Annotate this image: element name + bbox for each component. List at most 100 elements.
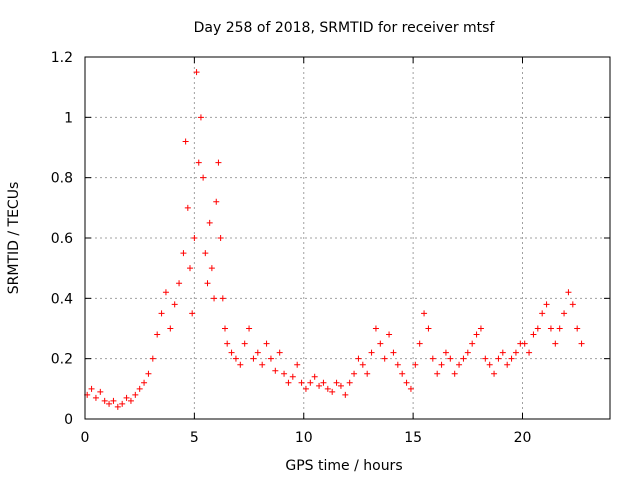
- data-point: [132, 391, 139, 398]
- data-point: [259, 361, 266, 368]
- data-point: [434, 370, 441, 377]
- data-point: [241, 340, 248, 347]
- data-point: [92, 394, 99, 401]
- data-point: [482, 355, 489, 362]
- data-point: [106, 400, 113, 407]
- data-point: [429, 355, 436, 362]
- data-point: [504, 361, 511, 368]
- data-point: [285, 379, 292, 386]
- data-point: [569, 301, 576, 308]
- data-point: [421, 310, 428, 317]
- data-point: [195, 159, 202, 166]
- data-point: [346, 379, 353, 386]
- data-point: [342, 391, 349, 398]
- data-point: [425, 325, 432, 332]
- data-point: [390, 349, 397, 356]
- data-point: [232, 355, 239, 362]
- data-point: [329, 388, 336, 395]
- data-point: [364, 370, 371, 377]
- data-point: [158, 310, 165, 317]
- data-point: [127, 397, 134, 404]
- data-point: [202, 250, 209, 257]
- data-point: [473, 331, 480, 338]
- data-point: [200, 174, 207, 181]
- data-point: [145, 370, 152, 377]
- data-point: [189, 310, 196, 317]
- data-point: [276, 349, 283, 356]
- data-point: [167, 325, 174, 332]
- data-point: [263, 340, 270, 347]
- data-point: [574, 325, 581, 332]
- data-point: [508, 355, 515, 362]
- data-point: [267, 355, 274, 362]
- data-point: [543, 301, 550, 308]
- data-point: [176, 280, 183, 287]
- data-point: [217, 235, 224, 241]
- data-point: [337, 382, 344, 389]
- y-tick-label: 0.8: [51, 171, 73, 187]
- data-point: [281, 370, 288, 377]
- data-point: [246, 325, 253, 332]
- data-point: [197, 114, 204, 121]
- chart-title: Day 258 of 2018, SRMTID for receiver mts…: [194, 20, 496, 36]
- data-point: [359, 361, 366, 368]
- y-axis-label: SRMTID / TECUs: [6, 182, 22, 295]
- data-point: [565, 289, 572, 296]
- data-point: [211, 295, 218, 302]
- data-point: [399, 370, 406, 377]
- data-point: [451, 370, 458, 377]
- data-point: [141, 379, 148, 386]
- data-point: [171, 301, 178, 308]
- data-point: [521, 340, 528, 347]
- data-point: [556, 325, 563, 332]
- x-tick-label: 15: [404, 430, 422, 446]
- data-point: [552, 340, 559, 347]
- x-tick-label: 10: [295, 430, 313, 446]
- data-point: [412, 361, 419, 368]
- data-point: [182, 138, 189, 145]
- y-tick-label: 1.2: [51, 50, 73, 66]
- x-tick-label: 0: [81, 430, 90, 446]
- data-point: [298, 379, 305, 386]
- data-point: [534, 325, 541, 332]
- data-point: [320, 379, 327, 386]
- data-point: [351, 370, 358, 377]
- data-point: [123, 394, 130, 401]
- data-point: [499, 349, 506, 356]
- data-point: [486, 361, 493, 368]
- data-point: [407, 385, 414, 392]
- data-point: [191, 235, 198, 241]
- data-point: [237, 361, 244, 368]
- y-tick-label: 0.4: [51, 291, 73, 307]
- data-point: [110, 397, 117, 404]
- x-tick-label: 5: [190, 430, 199, 446]
- data-point: [377, 340, 384, 347]
- data-point: [368, 349, 375, 356]
- data-point: [114, 403, 121, 410]
- data-point: [447, 355, 454, 362]
- y-tick-label: 0: [64, 412, 73, 428]
- y-tick-label: 0.6: [51, 231, 73, 247]
- data-point: [154, 331, 161, 338]
- data-point: [215, 159, 222, 166]
- grid-lines: [85, 57, 610, 419]
- data-point: [394, 361, 401, 368]
- data-point: [438, 361, 445, 368]
- data-point: [456, 361, 463, 368]
- data-point: [416, 340, 423, 347]
- data-point: [97, 388, 104, 395]
- x-axis-label: GPS time / hours: [285, 458, 402, 474]
- data-point: [219, 295, 226, 302]
- data-point: [228, 349, 235, 356]
- data-point: [204, 280, 211, 287]
- data-point: [316, 382, 323, 389]
- data-point: [547, 325, 554, 332]
- data-point: [442, 349, 449, 356]
- data-point: [381, 355, 388, 362]
- data-point: [254, 349, 261, 356]
- data-point: [222, 325, 228, 332]
- data-point: [578, 340, 585, 347]
- plot-frame: [84, 56, 611, 420]
- data-point: [136, 385, 143, 392]
